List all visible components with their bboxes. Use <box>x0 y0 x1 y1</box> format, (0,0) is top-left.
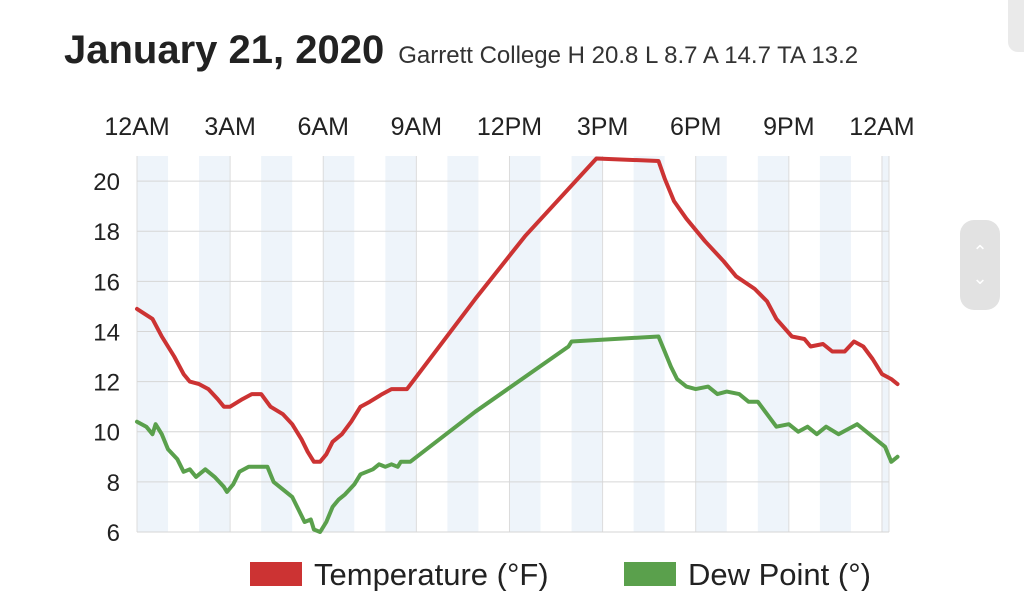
vertical-gridlines <box>136 156 890 532</box>
legend-swatch-dew-point <box>624 562 676 586</box>
time-band <box>881 156 889 532</box>
time-band <box>571 156 603 532</box>
legend-label-dew-point: Dew Point (°) <box>688 557 871 591</box>
temperature-line <box>135 156 900 464</box>
y-tick-label: 20 <box>93 169 120 196</box>
x-tick-label: 12AM <box>104 113 169 141</box>
chart-legend: Temperature (°F) Dew Point (°) <box>250 557 871 591</box>
x-tick-label: 6AM <box>298 113 349 141</box>
x-tick-label: 12PM <box>477 113 542 141</box>
x-tick-label: 9AM <box>391 113 442 141</box>
time-bands <box>137 156 889 532</box>
time-band <box>509 156 541 532</box>
y-tick-label: 16 <box>93 269 120 296</box>
legend-label-temperature: Temperature (°F) <box>314 557 549 591</box>
x-tick-label: 3PM <box>577 113 628 141</box>
y-tick-label: 8 <box>107 470 120 497</box>
x-tick-label: 6PM <box>670 113 721 141</box>
chart-header: January 21, 2020 Garrett College H 20.8 … <box>64 28 858 73</box>
chart-subtitle: Garrett College H 20.8 L 8.7 A 14.7 TA 1… <box>398 42 859 69</box>
time-band <box>385 156 417 532</box>
time-band <box>261 156 293 532</box>
time-band <box>137 156 169 532</box>
y-tick-label: 18 <box>93 219 120 246</box>
x-tick-label: 12AM <box>849 113 914 141</box>
window-edge <box>1008 0 1024 52</box>
x-tick-label: 3AM <box>204 113 255 141</box>
y-tick-label: 10 <box>93 420 120 447</box>
scroll-control[interactable]: ⌃ ⌄ <box>960 220 1000 310</box>
chevron-down-icon[interactable]: ⌄ <box>972 268 988 288</box>
chevron-up-icon[interactable]: ⌃ <box>972 242 988 262</box>
series-lines <box>135 156 900 534</box>
y-tick-label: 12 <box>93 370 120 397</box>
x-tick-labels: 12AM 3AM 6AM 9AM 12PM 3PM 6PM 9PM 12AM <box>104 113 914 141</box>
time-band <box>323 156 355 532</box>
time-band <box>695 156 727 532</box>
y-tick-label: 6 <box>107 520 120 547</box>
legend-swatch-temperature <box>250 562 302 586</box>
time-band <box>447 156 479 532</box>
dew-point-line <box>135 334 900 534</box>
horizontal-gridlines <box>137 180 889 533</box>
y-tick-label: 14 <box>93 319 120 346</box>
y-tick-labels: 6 8 10 12 14 16 18 20 <box>93 169 120 547</box>
chart-title: January 21, 2020 <box>64 28 385 72</box>
time-band <box>757 156 789 532</box>
x-tick-label: 9PM <box>763 113 814 141</box>
